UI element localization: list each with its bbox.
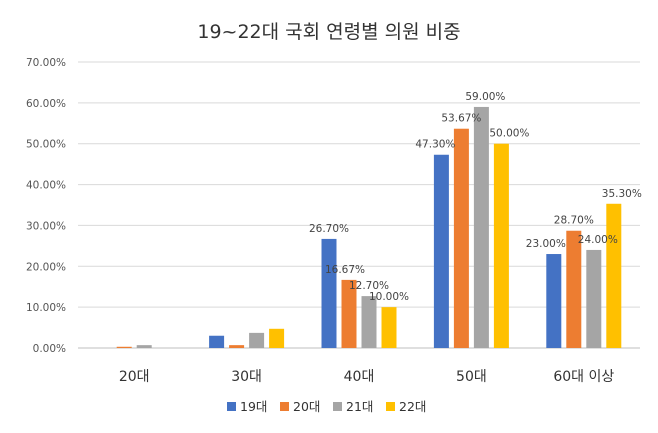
y-axis-ticks: 0.00% 10.00% 20.00% 30.00% 40.00% 50.00% 60.00… <box>26 57 66 355</box>
legend-label: 22대 <box>399 399 426 414</box>
y-tick-label: 50.00% <box>26 139 66 151</box>
bar <box>546 254 562 348</box>
bar <box>473 106 489 348</box>
legend: 19대 20대 21대 22대 <box>227 399 426 414</box>
x-axis-ticks: 20대 30대 40대 50대 60대 이상 <box>119 369 615 385</box>
y-tick-label: 70.00% <box>26 57 66 69</box>
bar <box>229 345 245 348</box>
bar <box>209 335 225 348</box>
data-label: 12.70% <box>349 280 389 292</box>
legend-swatch <box>227 402 236 411</box>
y-tick-label: 10.00% <box>26 302 66 314</box>
data-label: 23.00% <box>526 238 566 250</box>
data-label: 53.67% <box>441 113 481 125</box>
bar <box>116 346 132 348</box>
bar <box>361 296 377 348</box>
y-tick-label: 40.00% <box>26 180 66 192</box>
bar <box>453 128 469 348</box>
bar <box>321 238 337 348</box>
bar <box>269 328 285 348</box>
x-tick-label: 30대 <box>231 369 262 385</box>
data-label: 28.70% <box>554 215 594 227</box>
data-label: 47.30% <box>415 139 455 151</box>
chart-title: 19~22대 국회 연령별 의원 비중 <box>197 21 460 43</box>
bar <box>566 230 582 348</box>
bars <box>116 106 622 348</box>
data-label: 35.30% <box>602 188 642 200</box>
bar <box>381 307 397 348</box>
legend-swatch <box>280 402 289 411</box>
y-tick-label: 0.00% <box>33 343 66 355</box>
data-label: 10.00% <box>369 291 409 303</box>
legend-label: 20대 <box>293 399 320 414</box>
legend-swatch <box>333 402 342 411</box>
bar <box>136 345 152 348</box>
x-tick-label: 60대 이상 <box>553 369 614 385</box>
data-labels: 26.70% 16.67% 12.70%10.00% 47.30% 53.67% 59.0… <box>309 91 642 303</box>
bar <box>493 143 509 348</box>
data-label: 50.00% <box>489 128 529 140</box>
gridlines <box>78 61 640 349</box>
legend-swatch <box>386 402 395 411</box>
x-tick-label: 50대 <box>456 369 487 385</box>
bar <box>433 154 449 348</box>
data-label: 59.00% <box>465 91 505 103</box>
legend-label: 21대 <box>346 399 373 414</box>
bar <box>249 332 265 348</box>
bar <box>606 203 622 348</box>
bar <box>586 249 602 348</box>
x-tick-label: 20대 <box>119 369 150 385</box>
data-label: 26.70% <box>309 223 349 235</box>
y-tick-label: 60.00% <box>26 98 66 110</box>
bar <box>341 279 357 348</box>
y-tick-label: 20.00% <box>26 261 66 273</box>
data-label: 16.67% <box>325 264 365 276</box>
x-tick-label: 40대 <box>344 369 375 385</box>
legend-label: 19대 <box>240 399 267 414</box>
data-label: 24.00% <box>578 234 618 246</box>
y-tick-label: 30.00% <box>26 220 66 232</box>
